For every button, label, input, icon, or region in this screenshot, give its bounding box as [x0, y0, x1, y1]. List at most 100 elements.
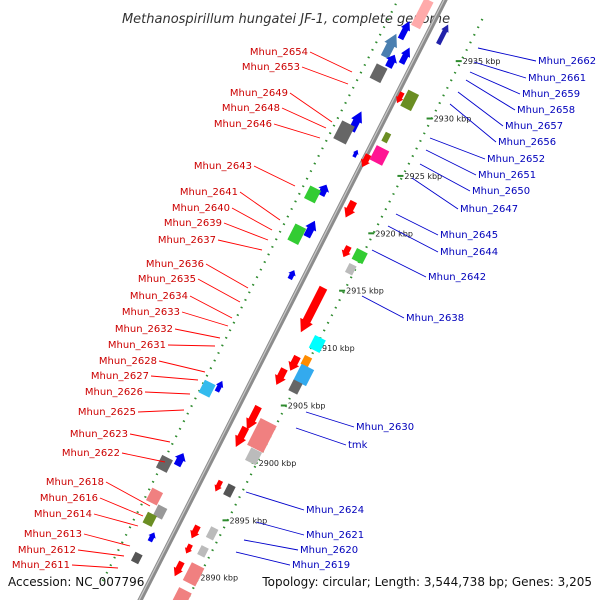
gene-label-left: Mhun_2648 [222, 103, 280, 114]
leader-line-right [449, 103, 497, 143]
leader-line-left [99, 497, 144, 517]
gene-feature-box [400, 89, 420, 112]
scale-tick-label: 2895 kbp [229, 516, 267, 525]
gene-feature-box [300, 354, 313, 368]
gene-label-left: Mhun_2639 [164, 218, 222, 229]
gene-label-left: Mhun_2618 [46, 477, 104, 488]
leader-line-right [465, 79, 516, 111]
gene-feature-arrow [396, 91, 405, 104]
scale-tick-label: 2920 kbp [375, 229, 413, 238]
gene-feature [197, 545, 209, 558]
gene-feature-arrow [317, 184, 330, 198]
gene-label-left: Mhun_2634 [130, 291, 188, 302]
gene-feature [142, 511, 157, 527]
gene-feature [333, 120, 355, 145]
gene-label-left: Mhun_2637 [158, 235, 216, 246]
gene-feature-arrow [214, 479, 224, 492]
leader-line-right [255, 521, 305, 536]
gene-feature [246, 404, 262, 430]
gene-feature [130, 551, 143, 565]
leader-line-left [121, 452, 166, 463]
scale-tick-label: 2905 kbp [288, 402, 326, 411]
gene-label-right: Mhun_2619 [292, 560, 350, 571]
gene-feature [288, 354, 301, 371]
gene-feature-arrow [173, 453, 186, 468]
gene-label-left: Mhun_2616 [40, 493, 98, 504]
scale-tick-label: 2915 kbp [346, 287, 384, 296]
gene-feature [190, 524, 201, 539]
leader-line-left [273, 123, 321, 139]
gene-label-left: Mhun_2632 [115, 324, 173, 335]
gene-label-right: Mhun_2642 [428, 272, 486, 283]
leader-line-left [129, 433, 171, 443]
scale-tick-label: 2930 kbp [434, 115, 472, 124]
gene-feature-box [155, 454, 173, 473]
leader-line-left [301, 66, 349, 85]
gene-feature [369, 145, 390, 166]
gene-label-left: Mhun_2625 [78, 407, 136, 418]
leader-line-left [174, 328, 221, 339]
gene-feature [304, 185, 322, 204]
gene-feature [173, 453, 186, 468]
leader-line-left [223, 222, 269, 241]
gene-feature-box [411, 0, 434, 30]
gene-label-right: Mhun_2662 [538, 56, 596, 67]
gene-feature-box [152, 504, 168, 520]
gene-feature-arrow [288, 354, 301, 371]
gene-label-left: Mhun_2649 [230, 88, 288, 99]
gene-feature-arrow [398, 47, 410, 65]
gene-feature [223, 483, 236, 498]
gene-feature [205, 526, 219, 541]
gene-label-left: Mhun_2614 [34, 509, 92, 520]
gene-label-left: Mhun_2627 [91, 371, 149, 382]
gene-feature-box [293, 363, 315, 387]
gene-label-left: Mhun_2612 [18, 545, 76, 556]
scale-tick-label: 2910 kbp [317, 344, 355, 353]
leader-line-right [457, 91, 504, 127]
leader-line-left [231, 207, 273, 231]
gene-feature [288, 379, 303, 395]
gene-feature [369, 63, 388, 84]
gene-feature-arrow [147, 532, 156, 543]
leader-line-right [473, 61, 527, 79]
gene-feature [360, 153, 372, 168]
gene-feature-arrow [190, 524, 201, 539]
gene-feature-box [182, 562, 205, 587]
gene-label-right: Mhun_2630 [356, 422, 414, 433]
gene-feature-box [304, 185, 322, 204]
leader-line-left [158, 360, 206, 373]
leader-line-right [243, 539, 299, 551]
gene-feature-box [130, 551, 143, 565]
gene-feature-box [369, 145, 390, 166]
leader-line-left [205, 263, 249, 289]
leader-line-left [71, 564, 119, 569]
leader-line-right [235, 551, 291, 566]
gene-features [130, 0, 449, 600]
gene-feature [182, 562, 205, 587]
leader-line-right [245, 491, 305, 511]
leader-line-right [425, 149, 477, 176]
leader-line-left [309, 51, 353, 73]
gene-label-left: Mhun_2626 [85, 387, 143, 398]
gene-feature [287, 223, 307, 245]
gene-feature-arrow [235, 425, 249, 448]
gene-feature [396, 91, 405, 104]
leader-line-left [77, 549, 125, 557]
topology-text: Topology: circular; Length: 3,544,738 bp… [261, 575, 592, 589]
gene-label-right: Mhun_2657 [505, 121, 563, 132]
leader-line-right [387, 225, 439, 253]
gene-feature [173, 560, 185, 577]
gene-feature [184, 543, 193, 554]
gene-feature-box [205, 526, 219, 541]
map-title: Methanospirillum hungatei JF-1, complete… [122, 12, 450, 27]
gene-feature [303, 220, 317, 239]
gene-feature-arrow [436, 24, 449, 46]
gene-label-right: Mhun_2620 [300, 545, 358, 556]
gene-feature-box [245, 447, 263, 466]
gene-label-right: Mhun_2658 [517, 105, 575, 116]
gene-feature [275, 367, 288, 385]
gene-label-right: Mhun_2647 [460, 204, 518, 215]
leader-line-left [137, 409, 185, 413]
gene-feature-box [381, 131, 392, 144]
gene-label-right: Mhun_2644 [440, 247, 498, 258]
